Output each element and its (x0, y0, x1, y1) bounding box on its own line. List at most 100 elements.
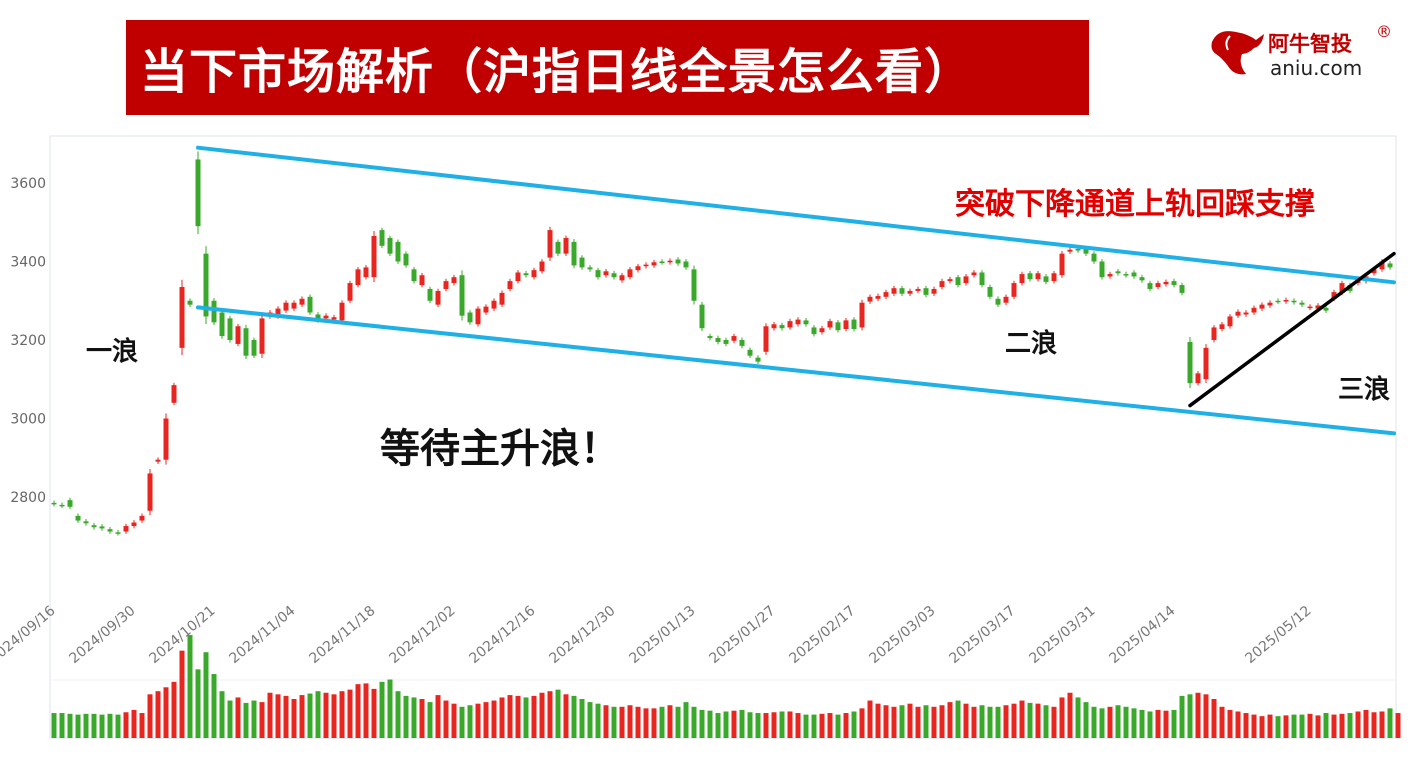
volume-bar (491, 700, 497, 738)
candle (339, 300, 345, 323)
candle (883, 289, 889, 300)
volume-bar (779, 711, 785, 738)
volume-bar (691, 706, 697, 738)
volume-bar (827, 713, 833, 738)
volume-bar (971, 706, 977, 738)
candle (1003, 294, 1009, 306)
candle (435, 288, 441, 308)
candle-body (995, 298, 1001, 305)
candle-body (211, 300, 217, 323)
trend-lines (196, 145, 1396, 436)
candle (403, 251, 409, 268)
volume-bar (787, 711, 793, 738)
candle-body (339, 302, 345, 321)
candle (1187, 337, 1193, 389)
candle (1107, 271, 1113, 279)
candle-body (51, 502, 57, 505)
candle-body (363, 267, 369, 278)
volume-bar (1171, 709, 1177, 738)
volume-bar (219, 691, 225, 738)
y-tick-label: 3200 (10, 333, 46, 349)
candle (1291, 298, 1297, 305)
candle-body (315, 314, 321, 321)
candle (1123, 271, 1129, 278)
volume-bar (91, 713, 97, 738)
candle-body (379, 230, 385, 246)
x-tick-label: 2024/12/30 (546, 603, 618, 667)
candle-body (1195, 373, 1201, 384)
candle-body (395, 241, 401, 262)
volume-bar (227, 700, 233, 738)
volume-bar (331, 694, 337, 738)
volume-bar (371, 688, 377, 738)
candle-body (811, 327, 817, 335)
candle (715, 335, 721, 345)
volume-bar (1075, 697, 1081, 738)
volume-bar (83, 713, 89, 738)
volume-bar (67, 713, 73, 738)
volume-bar (1227, 709, 1233, 738)
volume-bar (875, 703, 881, 738)
volume-bar (707, 710, 713, 738)
candle-body (555, 241, 561, 254)
candle-body (587, 267, 593, 270)
y-tick-label: 3600 (10, 176, 46, 192)
volume-bar (1323, 713, 1329, 738)
candle (131, 520, 137, 529)
candle (355, 266, 361, 288)
volume-bar (299, 695, 305, 738)
volume-bar (755, 713, 761, 738)
candle-body (1227, 316, 1233, 327)
candle-body (283, 302, 289, 311)
volume-bar (179, 650, 185, 738)
x-tick-label: 2025/01/27 (706, 603, 778, 667)
candle (83, 518, 89, 526)
candle-body (699, 304, 705, 329)
candle-body (1211, 327, 1217, 340)
candle-body (635, 266, 641, 271)
candle-body (83, 521, 89, 524)
volume-bar (51, 713, 57, 738)
volume-bar (1083, 702, 1089, 738)
candle-body (1339, 283, 1345, 293)
volume-bar (363, 683, 369, 738)
volume-bar (59, 713, 65, 738)
volume-bar (1251, 714, 1257, 738)
candle-body (627, 269, 633, 278)
registered-mark: ® (1376, 22, 1392, 41)
candle-body (739, 340, 745, 346)
volume-bar (1003, 705, 1009, 738)
candle (979, 270, 985, 288)
candle-body (259, 318, 265, 354)
candle-body (307, 296, 313, 313)
candle (1211, 325, 1217, 343)
candle-body (123, 526, 129, 532)
candle-body (1179, 285, 1185, 293)
candle (211, 298, 217, 325)
volume-bar (1091, 706, 1097, 738)
candle (875, 293, 881, 302)
channel-lower-line (196, 305, 1396, 436)
volume-bar (1387, 708, 1393, 738)
volume-bar (923, 705, 929, 738)
support-line (1188, 251, 1396, 408)
candle (299, 296, 305, 308)
candle (1227, 314, 1233, 329)
volume-bar (1107, 706, 1113, 738)
candle-body (683, 261, 689, 268)
candle (163, 413, 169, 465)
volume-bar (555, 689, 561, 738)
plot-frame (49, 135, 1397, 739)
candle-body (891, 288, 897, 294)
candle (99, 524, 105, 531)
volume-bar (603, 705, 609, 738)
brand-domain: aniu.com (1270, 56, 1363, 80)
volume-bar (307, 693, 313, 738)
brand-logo[interactable]: 阿牛智投 ® aniu.com (1208, 22, 1398, 84)
x-tick-label: 2025/01/13 (626, 603, 698, 667)
wave-two-label: 二浪 (1005, 328, 1057, 359)
candle-body (131, 522, 137, 527)
candle-body (1187, 341, 1193, 384)
candle (243, 324, 249, 359)
